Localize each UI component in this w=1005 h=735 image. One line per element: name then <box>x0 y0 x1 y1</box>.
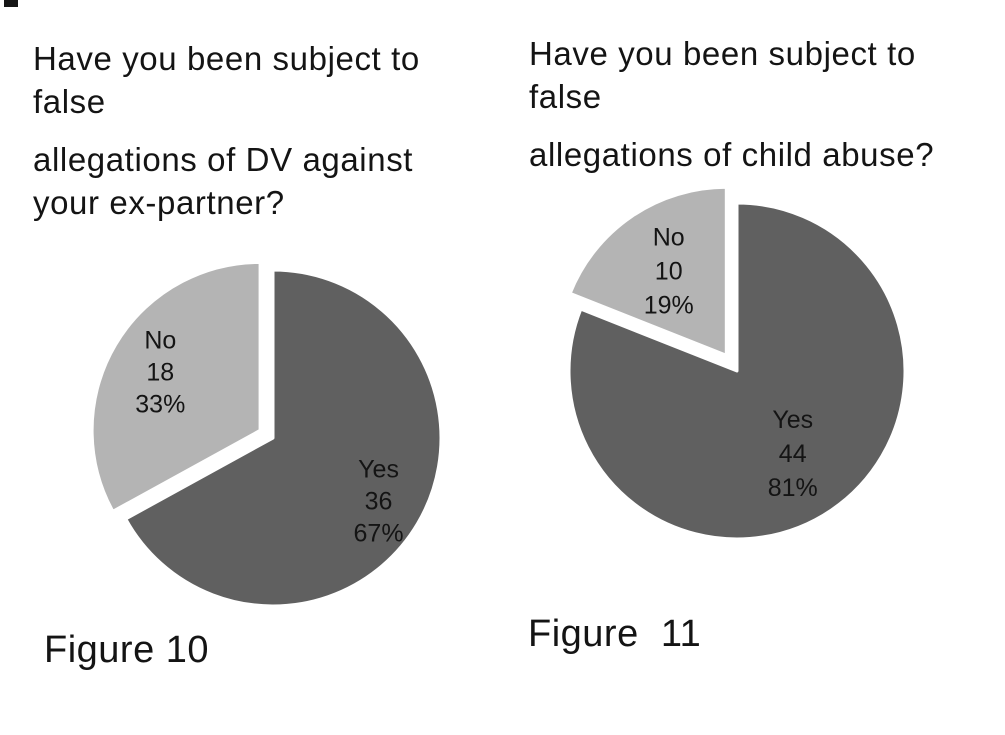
chart-title-child-abuse: Have you been subject to false allegatio… <box>529 32 1005 176</box>
chart-title-dv: Have you been subject to false allegatio… <box>33 37 513 224</box>
figure-10-caption: Figure 10 <box>44 629 210 671</box>
pie-slice-no <box>90 260 262 513</box>
chart-title-line: allegations of DV against <box>33 141 414 178</box>
chart-title-line: false <box>33 83 106 120</box>
pie-label-no: No 10 19% <box>644 224 694 320</box>
figure-11-caption: Figure 11 <box>528 613 702 655</box>
chart-title-line: Have you been subject to <box>33 40 420 77</box>
chart-title-line: Have you been subject to <box>529 35 916 72</box>
corner-artifact <box>4 0 18 7</box>
pie-slice-no <box>568 185 728 357</box>
pie-slice-yes <box>124 268 443 608</box>
chart-title-line: false <box>529 78 602 115</box>
pie-slice-yes <box>567 201 907 541</box>
pie-label-no: No 18 33% <box>135 326 185 418</box>
pie-chart-child-abuse-allegations: Yes 44 81% No 10 19% <box>567 185 907 541</box>
pie-label-yes: Yes 36 67% <box>354 455 404 547</box>
pie-label-yes: Yes 44 81% <box>768 406 818 502</box>
pie-chart-dv-allegations: Yes 36 67% No 18 33% <box>90 260 443 608</box>
chart-title-line: allegations of child abuse? <box>529 136 935 173</box>
chart-title-line: your ex-partner? <box>33 184 285 221</box>
